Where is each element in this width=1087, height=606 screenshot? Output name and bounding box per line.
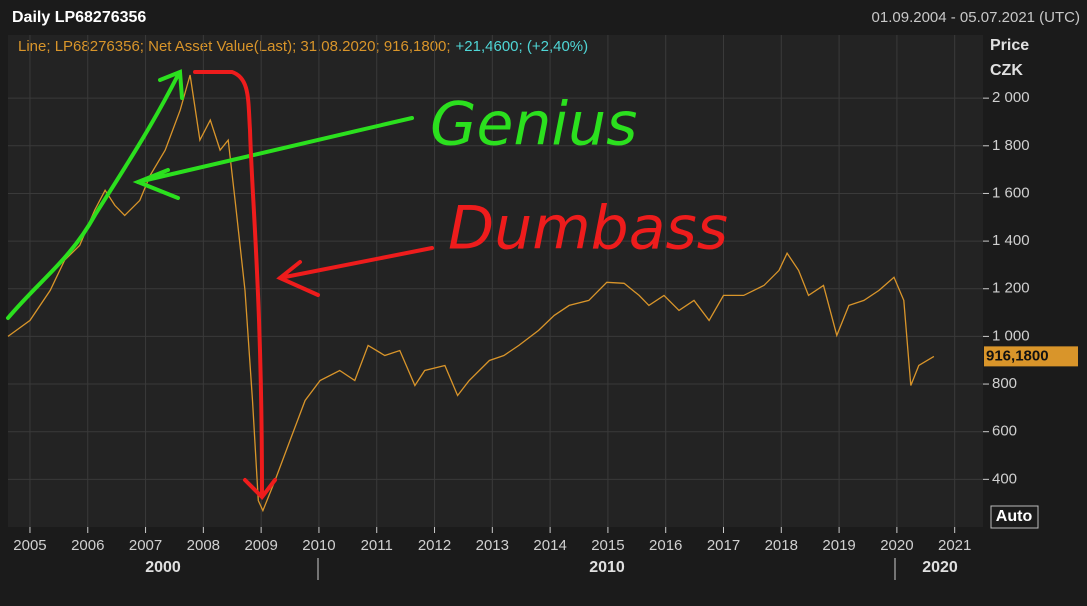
x-tick-label: 2015	[591, 537, 624, 554]
x-tick-label: 2007	[129, 537, 162, 554]
y-tick-label: 1 400	[992, 232, 1030, 249]
x-tick-label: 2011	[361, 537, 393, 554]
x-tick-label: 2010	[302, 537, 335, 554]
x-tick-label: 2019	[822, 537, 855, 554]
date-range: 01.09.2004 - 05.07.2021 (UTC)	[872, 9, 1080, 26]
legend: Line; LP68276356; Net Asset Value(Last);…	[18, 38, 588, 55]
genius-line	[6, 69, 184, 320]
decade-label: 2010	[589, 559, 625, 576]
x-tick-label: 2021	[938, 537, 971, 554]
price-line	[7, 74, 935, 513]
chart-title: Daily LP68276356	[12, 9, 146, 26]
y-tick-label: 1 800	[992, 137, 1030, 154]
last-value-tag	[984, 346, 1078, 367]
change-text: +21,4600; (+2,40%)	[456, 38, 589, 55]
y-tick-label: 2 000	[992, 89, 1030, 106]
x-tick-label: 2017	[707, 537, 740, 554]
axis-title: Price	[990, 37, 1029, 54]
y-tick-label: 400	[992, 470, 1017, 487]
dumbass-arrow	[276, 246, 434, 297]
x-tick-label: 2008	[187, 537, 220, 554]
legend-text: Line; LP68276356; Net Asset Value(Last);…	[18, 38, 451, 55]
x-tick-label: 2006	[71, 537, 104, 554]
y-tick-label: 1 600	[992, 184, 1030, 201]
x-tick-label: 2009	[244, 537, 277, 554]
x-tick-label: 2013	[476, 537, 509, 554]
annotation: Dumbass	[448, 194, 728, 264]
auto-button[interactable]: Auto	[996, 508, 1033, 525]
dumbass-line	[193, 70, 277, 501]
x-tick-label: 2020	[880, 537, 913, 554]
y-tick-label: 1 200	[992, 280, 1030, 297]
y-tick-label: 600	[992, 423, 1017, 440]
y-tick-label: 800	[992, 375, 1017, 392]
y-tick-label: 1 000	[992, 327, 1030, 344]
annotation: Genius	[430, 90, 637, 160]
x-tick-label: 2005	[13, 537, 46, 554]
decade-label: 2020	[922, 559, 958, 576]
axis-unit: CZK	[990, 62, 1023, 79]
auto-box[interactable]	[990, 505, 1039, 529]
x-tick-label: 2014	[533, 537, 566, 554]
plot-area	[8, 35, 983, 527]
x-tick-label: 2012	[418, 537, 451, 554]
genius-arrow	[132, 116, 414, 200]
x-tick-label: 2016	[649, 537, 682, 554]
last-value-label: 916,1800	[986, 347, 1049, 364]
x-tick-label: 2018	[765, 537, 798, 554]
hand-annotations: Genius Dumbass	[6, 69, 728, 501]
plot: 400 600 800 1 000 1 200 1 400 1 600 1 800 2 000 2…	[7, 35, 1078, 554]
decade-label: 2000	[145, 559, 181, 576]
